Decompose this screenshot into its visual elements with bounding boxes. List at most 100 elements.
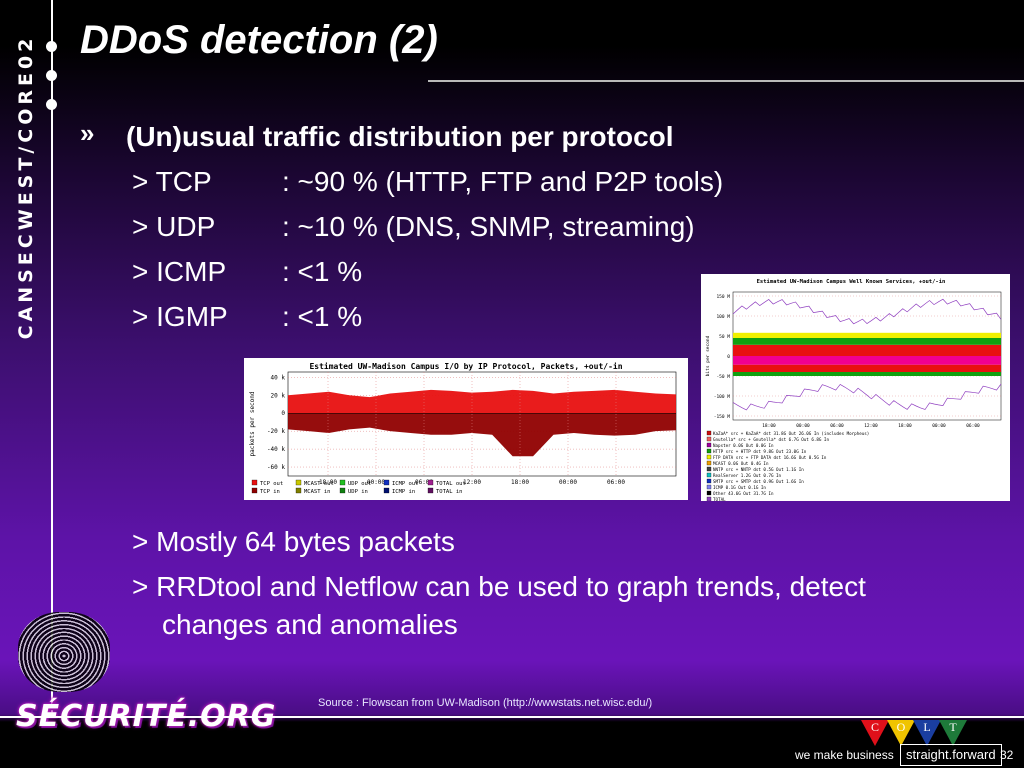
chart-packets-legend-swatch: [295, 487, 302, 494]
tagline-box: straight.forward: [900, 744, 1002, 766]
chart-services-legend-swatch: [706, 490, 712, 496]
chart-services-legend-label: RealServer 1.2G Out 0.7G In: [713, 473, 782, 478]
protocol-row-tcp: > TCP: ~90 % (HTTP, FTP and P2P tools): [132, 166, 724, 197]
chart-services-band: [733, 332, 1001, 338]
chart-services-legend-label: TOTAL: [713, 497, 726, 501]
chart-services-x-tick: 18:00: [898, 423, 912, 429]
chart-services-band: [733, 344, 1001, 356]
chart-services: Estimated UW-Madison Campus Well Known S…: [701, 274, 1010, 502]
chart-services-total-in-line: [732, 383, 1002, 411]
chart-services-legend-label: KaZaA* src + KaZaA* dst 31.8G Out 26.0G …: [713, 431, 869, 436]
chart-packets-legend-label: MCAST out: [304, 481, 334, 487]
chart-services-legend-swatch: [706, 448, 712, 454]
chart-services-legend-label: Napster 0.0G Out 0.0G In: [713, 443, 774, 448]
title-underline: [428, 80, 1024, 82]
chart-packets-y-label: packets per second: [249, 391, 256, 456]
chart-packets-legend-label: UDP out: [348, 481, 371, 487]
chart-services-legend-label: FTP DATA src + FTP DATA dst 16.6G Out 0.…: [713, 455, 827, 460]
chart-services-y-tick: -100 M: [714, 394, 731, 400]
chart-services-legend-swatch: [706, 472, 712, 478]
chart-services-y-tick: -50 M: [716, 374, 730, 380]
chart-packets-x-tick: 06:00: [607, 479, 625, 486]
bullet-dot-3: [46, 99, 57, 110]
chart-packets-x-tick: 18:00: [319, 479, 337, 486]
chart-services-legend-swatch: [706, 430, 712, 436]
chart-packets-legend-label: TOTAL out: [436, 481, 466, 487]
chart-packets-legend-swatch: [427, 487, 434, 494]
chart-services-band: [733, 364, 1001, 372]
chart-packets-area-tcp-out: [288, 389, 676, 414]
protocol-row-igmp: > IGMP: <1 %: [132, 301, 363, 332]
chart-services-y-tick: -150 M: [714, 414, 731, 420]
chart-packets-legend-swatch: [295, 479, 302, 486]
chart-packets-y-tick: 40 k: [271, 374, 286, 381]
chart-services-x-tick: 12:00: [864, 423, 878, 429]
chart-services-band: [733, 372, 1001, 376]
chart-packets-legend-swatch: [427, 479, 434, 486]
chart-services-band: [733, 356, 1001, 365]
chart-services-legend-swatch: [706, 436, 712, 442]
tagline: we make business: [795, 748, 894, 762]
chart-services-legend-swatch: [706, 460, 712, 466]
chart-packets-legend-label: ICMP out: [392, 481, 419, 487]
colt-triangle-t: T: [939, 720, 967, 746]
protocol-row-udp: > UDP: ~10 % (DNS, SNMP, streaming): [132, 211, 695, 242]
chart-services-legend-swatch: [706, 484, 712, 490]
chart-packets-legend-swatch: [251, 487, 258, 494]
chart-services-x-tick: 06:00: [830, 423, 844, 429]
chart-packets-y-tick: -20 k: [267, 428, 285, 435]
note-rrdtool-cont: changes and anomalies: [162, 609, 458, 640]
chart-packets-y-tick: 20 k: [271, 392, 286, 399]
chart-packets-legend-label: MCAST in: [304, 489, 331, 495]
chart-packets-legend-swatch: [339, 487, 346, 494]
chart-packets-x-tick: 18:00: [511, 479, 529, 486]
chart-packets-svg: Estimated UW-Madison Campus I/O by IP Pr…: [249, 361, 677, 495]
sidebar-rule: [51, 0, 53, 716]
chart-services-y-tick: 0: [727, 354, 730, 360]
chart-packets-legend-swatch: [383, 479, 390, 486]
fingerprint-image: [18, 612, 110, 692]
source-citation: Source : Flowscan from UW-Madison (http:…: [318, 697, 653, 709]
chart-services-legend-swatch: [706, 454, 712, 460]
chart-services-legend-label: Gnutella* src + Gnutella* dst 6.7G Out 6…: [713, 437, 829, 442]
slide-heading: (Un)usual traffic distribution per proto…: [126, 121, 674, 152]
chart-services-legend-swatch: [706, 478, 712, 484]
chart-packets: Estimated UW-Madison Campus I/O by IP Pr…: [244, 358, 688, 500]
chart-services-y-tick: 50 M: [719, 334, 730, 340]
chart-services-y-tick: 100 M: [716, 314, 730, 320]
chart-packets-x-tick: 00:00: [367, 479, 385, 486]
chart-services-legend-label: SMTP src + SMTP dst 0.9G Out 1.6G In: [713, 479, 804, 484]
bullet-dot-2: [46, 70, 57, 81]
bullet-marker: »: [80, 118, 95, 148]
chart-packets-x-tick: 00:00: [559, 479, 577, 486]
chart-packets-y-tick: 0: [281, 410, 285, 417]
note-rrdtool: > RRDtool and Netflow can be used to gra…: [132, 571, 866, 602]
chart-services-y-tick: 150 M: [716, 294, 730, 300]
chart-packets-legend-label: TCP in: [260, 489, 280, 495]
chart-packets-legend-swatch: [251, 479, 258, 486]
chart-services-y-label: bits per second: [705, 335, 711, 376]
chart-packets-title: Estimated UW-Madison Campus I/O by IP Pr…: [309, 361, 622, 371]
chart-services-legend-label: Other 43.6G Out 31.7G In: [713, 491, 774, 496]
chart-services-x-tick: 18:00: [762, 423, 776, 429]
slide-title: DDoS detection (2): [80, 18, 438, 62]
chart-packets-y-tick: -60 k: [267, 464, 285, 471]
chart-packets-legend-swatch: [383, 487, 390, 494]
chart-packets-x-tick: 06:00: [415, 479, 433, 486]
note-packet-size: > Mostly 64 bytes packets: [132, 526, 455, 557]
bullet-dot-1: [46, 41, 57, 52]
colt-triangle-o: O: [887, 720, 915, 746]
chart-services-legend-label: ICMP 0.1G Out 0.1G In: [713, 485, 766, 490]
chart-services-legend-swatch: [706, 466, 712, 472]
chart-packets-legend-swatch: [339, 479, 346, 486]
chart-services-x-tick: 00:00: [796, 423, 810, 429]
chart-services-x-tick: 00:00: [932, 423, 946, 429]
chart-services-x-tick: 06:00: [966, 423, 980, 429]
chart-packets-legend-label: ICMP in: [392, 489, 415, 495]
chart-services-legend-swatch: [706, 496, 712, 502]
protocol-row-icmp: > ICMP: <1 %: [132, 256, 363, 287]
chart-services-band: [733, 338, 1001, 345]
chart-services-total-out-line: [732, 298, 1002, 325]
footer-rule: [0, 716, 1024, 718]
chart-services-legend-swatch: [706, 442, 712, 448]
